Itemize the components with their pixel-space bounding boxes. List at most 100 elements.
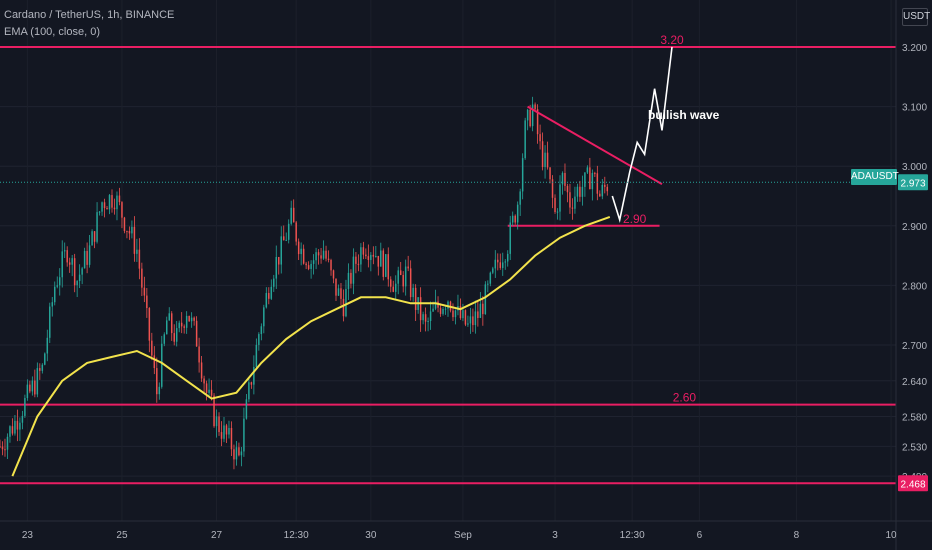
ticker-tag: ADAUSDT [851,169,899,185]
candle-body [566,185,569,193]
candle-body [506,253,509,262]
candle-body [332,270,335,279]
candle-body [180,322,183,327]
candle-body [121,202,123,218]
candle-body [534,104,536,110]
candle-body [591,172,594,190]
candle-body [21,415,24,423]
candle-body [39,368,41,371]
candle-body [200,362,203,379]
candle-body [295,222,297,242]
x-tick-label: 10 [885,530,897,541]
price-axis-tags: 2.973 2.468 [898,174,928,492]
candle-body [225,425,228,435]
candle-body [385,254,387,277]
candle-body [489,272,492,284]
candle-body [394,283,397,292]
candle-body [571,207,574,209]
price-axis[interactable]: 3.200 3.100 3.000 2.900 2.800 2.700 2.640 2.580… [902,43,927,483]
candle-body [392,286,394,292]
candle-body [273,278,275,287]
candle-body [586,167,589,173]
candle-body [36,368,39,395]
candle-body [482,303,484,315]
candle-body [185,315,188,328]
candle-body [243,418,245,452]
candle-body [357,263,360,265]
candle-body [230,427,233,450]
candle-body [432,308,434,312]
candle-body [255,344,258,367]
symbol-legend[interactable]: Cardano / TetherUS, 1h, BINANCE [4,9,175,21]
candle-body [474,311,477,326]
bullish-projection-path[interactable] [611,46,673,223]
x-tick-label: 12:30 [620,530,645,541]
level-label: 2.60 [673,391,697,405]
candle-body [218,416,220,433]
candle-body [330,260,332,271]
x-tick-label: 8 [794,530,800,541]
candle-body [44,353,46,365]
currency-button[interactable]: USDT [902,8,930,26]
candle-body [536,109,539,135]
candle-body [462,310,464,319]
candle-body [579,186,581,197]
candle-body [442,308,444,314]
candle-body [91,231,93,246]
candle-body [103,202,106,209]
candle-body [166,320,168,335]
candle-body [312,260,315,264]
candle-body [106,208,108,210]
candle-body [76,281,78,286]
bullish-wave-annotation: bullish wave [648,108,720,122]
candle-body [46,337,49,354]
level-tag-label: 2.468 [900,479,925,490]
candle-body [170,313,173,334]
candle-body [531,104,534,127]
candle-body [325,250,327,259]
y-tick-label: 3.000 [902,162,927,173]
candle-body [422,314,424,321]
candle-body [6,436,9,450]
candle-body [300,248,302,255]
candle-body [511,215,514,223]
candle-body [419,297,422,321]
candle-body [278,256,280,265]
candle-body [402,274,404,287]
resistance-trendline[interactable] [527,105,663,185]
candle-body [365,254,367,257]
candle-body [51,302,54,307]
candle-body [123,217,126,232]
candle-body [427,321,429,323]
candle-body [108,195,111,210]
y-tick-label: 2.900 [902,222,927,233]
candle-body [233,449,235,460]
candle-body [375,255,377,257]
candle-body [526,109,529,121]
candle-body [163,334,166,344]
candle-body [504,261,506,263]
candle-body [141,268,143,288]
x-tick-label: 6 [697,530,703,541]
candle-body [213,395,215,427]
candle-body [377,255,380,267]
candle-body [327,258,330,261]
candle-body [156,368,158,395]
candle-body [195,320,198,347]
candle-body [1,446,4,450]
candle-body [399,270,402,275]
candle-body [131,226,133,234]
candle-body [390,279,392,287]
last-price-label: 2.973 [900,178,925,189]
candle-body [73,258,76,286]
candle-body [599,193,601,197]
candle-body [63,250,66,252]
candle-body [596,173,599,194]
candle-body [148,308,151,341]
candle-body [0,446,1,448]
indicator-legend[interactable]: EMA (100, close, 0) [4,26,100,38]
time-axis[interactable]: 23 25 27 12:30 30 Sep 3 12:30 6 8 10 [22,530,897,541]
candle-body [143,287,146,296]
candle-body [208,389,210,393]
